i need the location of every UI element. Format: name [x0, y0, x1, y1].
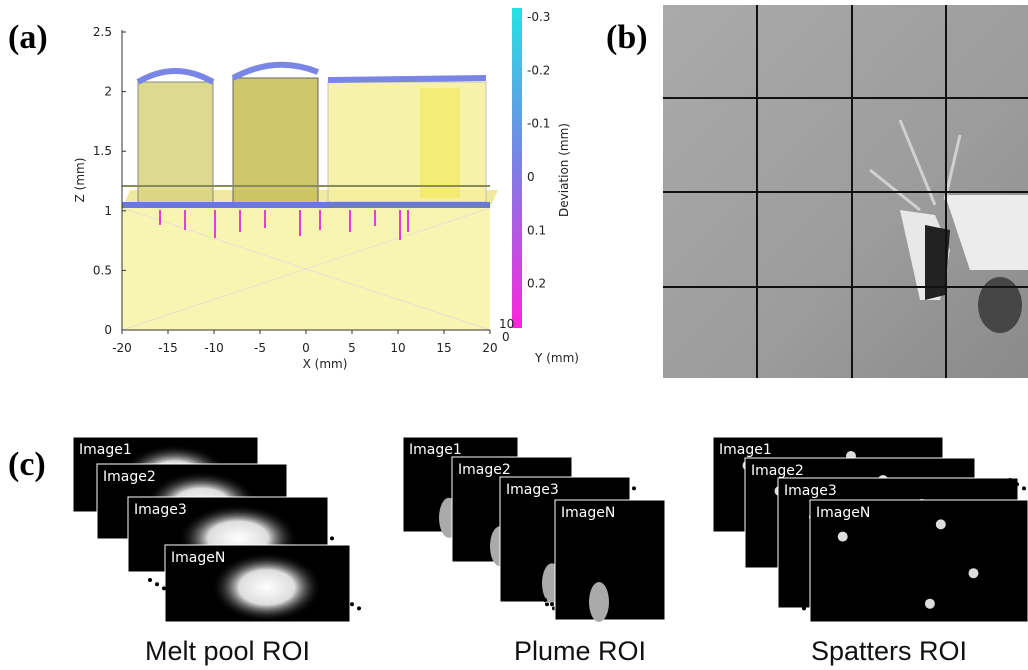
spatter [924, 598, 935, 609]
ellipsis-dot [545, 602, 549, 607]
ellipsis-dot [148, 578, 152, 582]
x-tick-label: 5 [348, 341, 356, 355]
image-label: Image1 [409, 442, 462, 458]
ellipsis-dot [330, 536, 334, 541]
ellipsis-dot [632, 486, 636, 491]
model-3d [121, 61, 498, 331]
image-label: ImageN [816, 505, 870, 521]
image-label: Image2 [458, 462, 511, 478]
panel-label: (b) [606, 19, 648, 56]
colorbar-title: Deviation (mm) [557, 123, 571, 217]
ellipsis-dot [162, 586, 166, 591]
colorbar-tick-label: 0.1 [527, 223, 546, 237]
ellipsis-dot [343, 598, 347, 602]
image-label: ImageN [561, 505, 615, 521]
x-tick-label: 15 [436, 341, 451, 355]
plume [589, 582, 609, 622]
x-tick-label: 0 [302, 341, 310, 355]
caption: Plume ROI [514, 636, 646, 666]
ellipsis-dot [802, 606, 806, 611]
image-frame [554, 499, 666, 621]
z-tick-label: 2.5 [93, 25, 112, 39]
image-label: Image3 [784, 483, 837, 499]
y-tick-label: 10 [499, 317, 514, 331]
ellipsis-dot [155, 582, 159, 587]
ellipsis-dot [323, 532, 327, 537]
y-tick-label: 0 [502, 330, 510, 344]
y-axis-title: Y (mm) [534, 351, 579, 365]
ellipsis-dot [1022, 486, 1026, 491]
z-tick-label: 1.5 [93, 144, 112, 158]
z-tick-label: 2 [104, 85, 112, 99]
colorbar-tick-label: -0.2 [527, 63, 550, 77]
x-tick-label: -15 [158, 341, 178, 355]
image-frame [809, 499, 1028, 623]
caption: Melt pool ROI [145, 636, 310, 666]
colorbar-tick-label: 0 [527, 170, 535, 184]
ellipsis-dot [1015, 482, 1019, 487]
image-label: Image3 [134, 502, 187, 518]
caption: Spatters ROI [811, 636, 967, 666]
ellipsis-dot [618, 478, 622, 482]
spatter [968, 568, 979, 579]
panel-label: (a) [8, 19, 48, 56]
z-tick-label: 0.5 [93, 263, 112, 277]
image-label: Image3 [506, 482, 559, 498]
z-axis-title: Z (mm) [73, 158, 87, 203]
x-tick-label: 10 [390, 341, 405, 355]
ellipsis-dot [316, 528, 320, 532]
ellipsis-dot [357, 606, 361, 611]
x-tick-label: 20 [482, 341, 497, 355]
x-tick-label: -10 [204, 341, 224, 355]
z-tick-label: 1 [104, 204, 112, 218]
ellipsis-dot [543, 598, 547, 602]
spatter [935, 519, 946, 530]
melt-pool [211, 552, 323, 622]
ellipsis-dot [557, 606, 561, 611]
image-label: Image2 [751, 463, 804, 479]
x-axis-title: X (mm) [303, 357, 348, 371]
ellipsis-dot [788, 598, 792, 602]
ellipsis-dot [550, 602, 554, 607]
panel-label: (c) [8, 446, 46, 483]
colorbar-tick-label: 0.2 [527, 277, 546, 291]
x-tick-label: -20 [112, 341, 132, 355]
x-tick-label: -5 [254, 341, 266, 355]
ellipsis-dot [795, 602, 799, 607]
image-label: ImageN [171, 550, 225, 566]
image-label: Image2 [103, 469, 156, 485]
micrograph [663, 5, 1028, 378]
image-label: Image1 [79, 442, 132, 458]
roi-image: ImageN [164, 544, 351, 623]
ellipsis-dot [1008, 478, 1012, 482]
colorbar-tick-label: -0.3 [527, 10, 550, 24]
ellipsis-dot [350, 602, 354, 607]
image-label: Image1 [719, 442, 772, 458]
roi-image: ImageN [809, 499, 1028, 623]
spatter [837, 531, 848, 542]
colorbar-tick-label: -0.1 [527, 117, 550, 131]
z-tick-label: 0 [104, 323, 112, 337]
ellipsis-dot [625, 482, 629, 487]
colorbar [512, 8, 522, 328]
roi-image: ImageN [554, 499, 666, 622]
